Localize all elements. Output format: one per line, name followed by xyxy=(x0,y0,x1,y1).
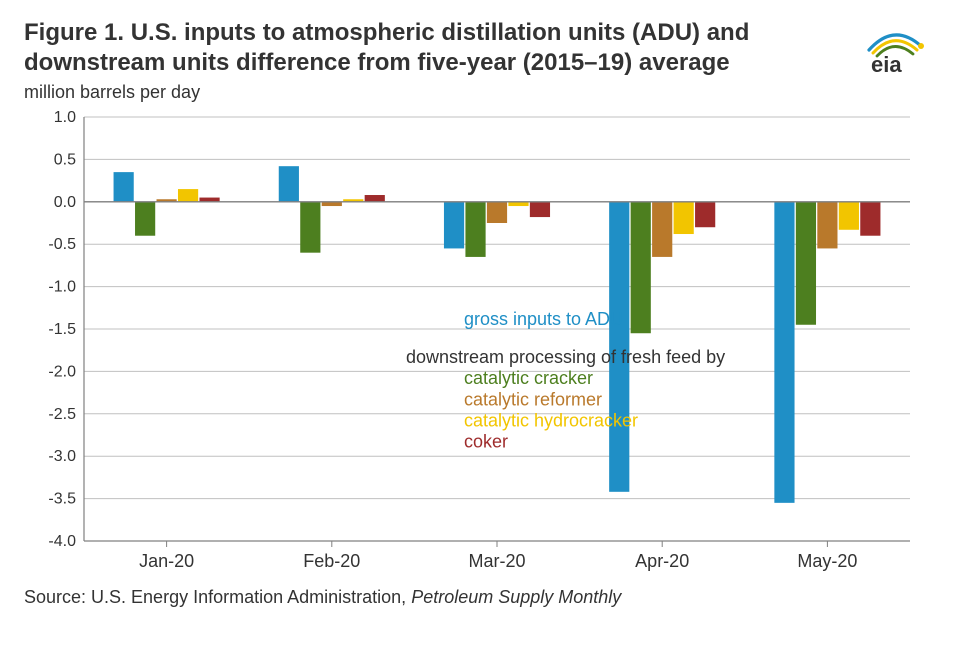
bar-coker xyxy=(365,195,385,202)
y-tick-label: -3.0 xyxy=(48,448,76,465)
source-line: Source: U.S. Energy Information Administ… xyxy=(24,587,933,608)
x-tick-label: Jan-20 xyxy=(139,551,194,571)
bar-cat_cracker xyxy=(465,202,485,257)
legend-entry: catalytic hydrocracker xyxy=(464,411,638,431)
legend-entry: catalytic cracker xyxy=(464,368,593,388)
x-tick-label: Apr-20 xyxy=(635,551,689,571)
source-prefix: Source: U.S. Energy Information Administ… xyxy=(24,587,411,607)
bar-cat_cracker xyxy=(300,202,320,253)
x-tick-label: Feb-20 xyxy=(303,551,360,571)
y-axis-units-label: million barrels per day xyxy=(24,82,933,103)
bar-adu xyxy=(279,166,299,202)
bar-adu xyxy=(114,172,134,202)
y-tick-label: -0.5 xyxy=(48,236,76,253)
bar-cat_cracker xyxy=(796,202,816,325)
y-tick-label: -4.0 xyxy=(48,533,76,550)
bar-cat_hydro xyxy=(674,202,694,234)
legend-entry: coker xyxy=(464,432,508,452)
eia-logo: eia xyxy=(859,28,929,76)
source-publication: Petroleum Supply Monthly xyxy=(411,587,621,607)
legend-entry: gross inputs to ADU xyxy=(464,309,623,329)
bar-cat_reformer xyxy=(652,202,672,257)
bar-adu xyxy=(444,202,464,249)
y-tick-label: -1.0 xyxy=(48,279,76,296)
bar-cat_hydro xyxy=(839,202,859,230)
bar-adu xyxy=(774,202,794,503)
y-tick-label: -1.5 xyxy=(48,321,76,338)
legend-header: downstream processing of fresh feed by xyxy=(406,347,725,367)
bar-cat_reformer xyxy=(817,202,837,249)
bar-cat_reformer xyxy=(487,202,507,223)
bar-cat_cracker xyxy=(135,202,155,236)
x-tick-label: Mar-20 xyxy=(468,551,525,571)
eia-logo-text: eia xyxy=(871,52,902,76)
title-line-1: Figure 1. U.S. inputs to atmospheric dis… xyxy=(24,19,749,46)
x-tick-label: May-20 xyxy=(797,551,857,571)
bar-cat_hydro xyxy=(178,189,198,202)
y-tick-label: 1.0 xyxy=(54,111,76,126)
figure-title: Figure 1. U.S. inputs to atmospheric dis… xyxy=(24,18,844,78)
y-tick-label: -2.0 xyxy=(48,363,76,380)
bar-cat_cracker xyxy=(631,202,651,333)
legend-entry: catalytic reformer xyxy=(464,389,602,409)
y-tick-label: -2.5 xyxy=(48,406,76,423)
y-tick-label: 0.0 xyxy=(54,194,76,211)
bar-coker xyxy=(860,202,880,236)
bar-coker xyxy=(530,202,550,217)
bar-chart: -4.0 -3.5 -3.0 -2.5 -2.0 -1.5 -1.0 -0.5 0.0 0.5 1.… xyxy=(24,111,924,581)
y-tick-label: -3.5 xyxy=(48,491,76,508)
bar-coker xyxy=(695,202,715,227)
figure-container: eia Figure 1. U.S. inputs to atmospheric… xyxy=(0,0,957,651)
title-line-2: downstream units difference from five-ye… xyxy=(24,49,730,76)
y-tick-label: 0.5 xyxy=(54,151,76,168)
